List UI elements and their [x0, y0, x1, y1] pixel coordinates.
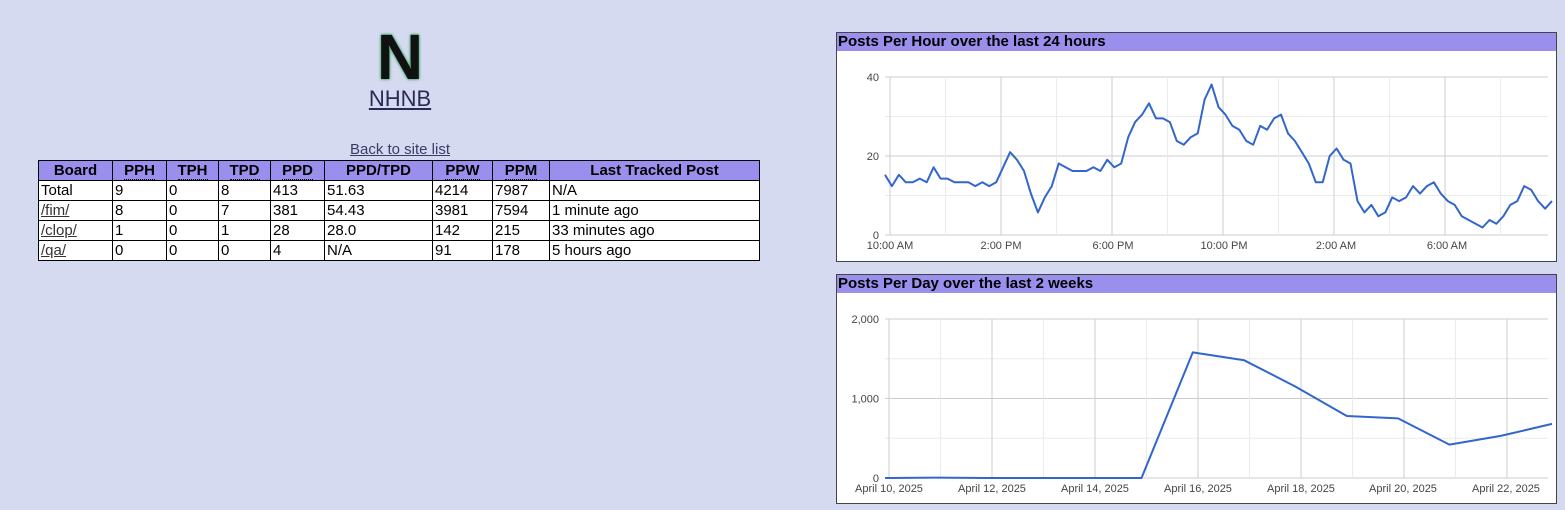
y-tick-label: 0 [873, 230, 879, 242]
table-cell: 0 [166, 240, 219, 261]
y-tick-label: 40 [867, 72, 879, 84]
table-cell: 28.0 [324, 220, 433, 241]
table-cell: 91 [432, 240, 493, 261]
col-header-last-tracked-post: Last Tracked Post [549, 160, 760, 181]
x-tick-label: April 16, 2025 [1164, 483, 1232, 495]
table-cell: 1 minute ago [549, 200, 760, 221]
table-cell: 4 [270, 240, 325, 261]
table-row: Total 9 0 8 413 51.63 4214 7987 N/A [38, 180, 760, 201]
x-tick-label: 2:00 AM [1316, 240, 1356, 252]
table-cell: 33 minutes ago [549, 220, 760, 241]
board-cell: Total [38, 180, 113, 201]
posts-per-day-title: Posts Per Day over the last 2 weeks [837, 275, 1556, 293]
table-cell: 381 [270, 200, 325, 221]
col-header-ppd: PPD [270, 160, 325, 181]
table-cell: 7987 [492, 180, 550, 201]
col-header-ppw: PPW [432, 160, 493, 181]
table-cell: 1 [218, 220, 271, 241]
series-line [884, 83, 1553, 229]
table-cell: 4214 [432, 180, 493, 201]
y-tick-label: 0 [873, 473, 879, 485]
grid-lines [885, 318, 1548, 479]
board-stats-table: Board PPH TPH TPD PPD PPD/TPD PPW PPM La… [38, 160, 760, 261]
table-cell: 178 [492, 240, 550, 261]
table-cell: 1 [112, 220, 167, 241]
col-header-tpd: TPD [218, 160, 271, 181]
table-row: /fim/ 8 0 7 381 54.43 3981 7594 1 minute… [38, 200, 760, 221]
table-cell: 0 [166, 180, 219, 201]
y-tick-label: 1,000 [851, 394, 879, 406]
x-tick-label: April 18, 2025 [1267, 483, 1335, 495]
x-tick-label: April 14, 2025 [1061, 483, 1129, 495]
table-cell: 215 [492, 220, 550, 241]
table-cell: 28 [270, 220, 325, 241]
x-tick-label: April 22, 2025 [1472, 483, 1540, 495]
board-cell: /qa/ [38, 240, 113, 261]
table-cell: 7 [218, 200, 271, 221]
col-header-pph: PPH [112, 160, 167, 181]
x-tick-label: 2:00 PM [981, 240, 1022, 252]
site-name-link[interactable]: NHNB [368, 86, 432, 111]
posts-per-day-panel: Posts Per Day over the last 2 weeks 0 1,0… [836, 274, 1557, 504]
table-cell: 9 [112, 180, 167, 201]
col-header-tph: TPH [166, 160, 219, 181]
site-logo: N [376, 21, 424, 93]
table-cell: 8 [112, 200, 167, 221]
posts-per-hour-title: Posts Per Hour over the last 24 hours [837, 33, 1556, 51]
board-link-fim[interactable]: /fim/ [41, 202, 70, 219]
col-header-board: Board [38, 160, 113, 181]
back-to-site-list-link[interactable]: Back to site list [349, 141, 451, 158]
board-cell: /clop/ [38, 220, 113, 241]
x-tick-label: 10:00 PM [1200, 240, 1247, 252]
x-tick-label: April 12, 2025 [958, 483, 1026, 495]
table-cell: N/A [324, 240, 433, 261]
table-cell: 0 [218, 240, 271, 261]
table-cell: 0 [166, 220, 219, 241]
table-row: /qa/ 0 0 0 4 N/A 91 178 5 hours ago [38, 240, 760, 261]
posts-per-hour-panel: Posts Per Hour over the last 24 hours 0 2… [836, 32, 1557, 262]
posts-per-day-chart: 0 1,000 2,000 April 10, 2025 April 12, 2025 A… [851, 314, 1553, 495]
series-line [884, 351, 1553, 479]
table-cell: 8 [218, 180, 271, 201]
y-tick-label: 20 [867, 151, 879, 163]
x-tick-label: April 10, 2025 [855, 483, 923, 495]
table-cell: N/A [549, 180, 760, 201]
col-header-ppm: PPM [492, 160, 550, 181]
x-tick-label: 6:00 AM [1427, 240, 1467, 252]
table-cell: 5 hours ago [549, 240, 760, 261]
y-tick-label: 2,000 [851, 314, 879, 326]
table-header-row: Board PPH TPH TPD PPD PPD/TPD PPW PPM La… [38, 160, 760, 181]
x-tick-label: April 20, 2025 [1369, 483, 1437, 495]
table-cell: 51.63 [324, 180, 433, 201]
board-cell: /fim/ [38, 200, 113, 221]
table-row: /clop/ 1 0 1 28 28.0 142 215 33 minutes … [38, 220, 760, 241]
x-tick-label: 6:00 PM [1093, 240, 1134, 252]
table-cell: 54.43 [324, 200, 433, 221]
posts-per-hour-chart: 0 20 40 10:00 AM 2:00 PM 6:00 PM 10:00 PM 2:00 … [867, 72, 1553, 252]
table-cell: 0 [112, 240, 167, 261]
table-cell: 0 [166, 200, 219, 221]
table-cell: 413 [270, 180, 325, 201]
x-tick-label: 10:00 AM [867, 240, 913, 252]
board-link-clop[interactable]: /clop/ [41, 222, 77, 239]
board-link-qa[interactable]: /qa/ [41, 242, 67, 259]
grid-lines [885, 76, 1548, 236]
table-cell: 142 [432, 220, 493, 241]
table-cell: 3981 [432, 200, 493, 221]
col-header-ppd-tpd: PPD/TPD [324, 160, 433, 181]
table-cell: 7594 [492, 200, 550, 221]
